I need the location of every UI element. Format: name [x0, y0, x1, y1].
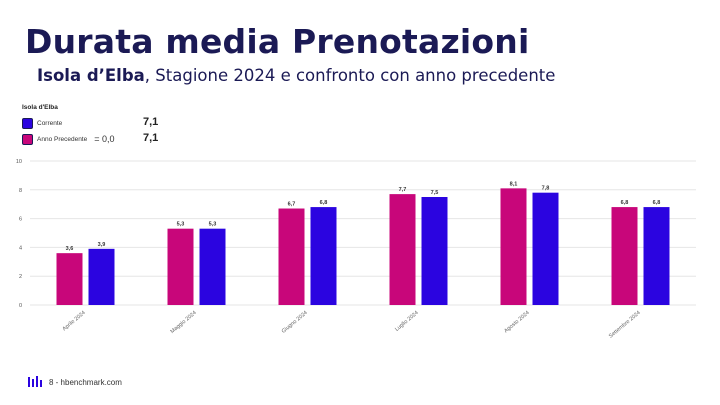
subtitle-description: , Stagione 2024 e confronto con anno pre… [144, 66, 556, 85]
y-tick-label-2: 4 [19, 245, 22, 251]
data-label-previous-1: 5,3 [177, 222, 185, 228]
data-label-current-3: 7,5 [431, 190, 439, 196]
slide-subtitle: Isola d’Elba, Stagione 2024 e confronto … [37, 66, 555, 85]
current-swatch [22, 117, 33, 129]
footer: 8 - hbenchmark.com [28, 376, 122, 388]
bar-previous-2 [278, 208, 305, 305]
x-tick-label-0: Aprile 2024 [62, 310, 87, 332]
x-tick-label-1: Maggio 2024 [170, 310, 198, 335]
y-tick-label-0: 0 [19, 303, 22, 309]
bar-current-1 [199, 228, 226, 305]
x-tick-label-5: Settembre 2024 [608, 310, 642, 340]
slide-title: Durata media Prenotazioni [25, 22, 530, 61]
bar-previous-0 [56, 253, 83, 305]
y-tick-label-3: 6 [19, 217, 22, 223]
data-label-previous-4: 8,1 [510, 181, 518, 187]
data-label-previous-3: 7,7 [399, 187, 407, 193]
legend-item-current[interactable]: Corrente [22, 116, 62, 130]
subtitle-location: Isola d’Elba [37, 66, 145, 85]
data-label-current-1: 5,3 [209, 222, 217, 228]
y-tick-label-4: 8 [19, 188, 22, 194]
x-tick-label-2: Giugno 2024 [281, 310, 309, 335]
footer-text: 8 - hbenchmark.com [49, 377, 122, 387]
bar-current-4 [532, 192, 559, 305]
y-tick-label-5: 10 [16, 159, 22, 165]
legend-previous-label: Anno Precedente [37, 135, 88, 143]
y-tick-label-1: 2 [19, 274, 22, 280]
legend-previous-value: 7,1 [143, 132, 159, 144]
legend-previous-diff: = 0,0 [94, 134, 115, 144]
hbenchmark-logo-icon [28, 376, 42, 387]
legend-item-previous[interactable]: Anno Precedente = 0,0 [22, 132, 115, 146]
x-tick-label-4: Agosto 2024 [503, 310, 531, 334]
previous-swatch [22, 133, 33, 145]
data-label-current-5: 6,8 [653, 200, 661, 206]
bar-current-3 [421, 197, 448, 305]
data-label-current-0: 3,9 [98, 242, 106, 248]
bar-previous-4 [500, 188, 527, 305]
data-label-previous-5: 6,8 [621, 200, 629, 206]
bar-current-5 [643, 207, 670, 305]
bar-chart: 0 2 4 6 8 10 3,6 3,9 Aprile 2024 5,3 5,3 Maggio 202… [16, 159, 696, 340]
bar-previous-3 [389, 194, 416, 305]
legend-current-label: Corrente [37, 119, 63, 127]
data-label-current-2: 6,8 [320, 200, 328, 206]
bar-current-2 [310, 207, 337, 305]
data-label-previous-0: 3,6 [66, 246, 74, 252]
x-tick-label-3: Luglio 2024 [394, 310, 420, 333]
data-label-previous-2: 6,7 [288, 202, 296, 208]
bar-current-0 [88, 248, 115, 305]
legend-title: Isola d'Elba [22, 104, 58, 111]
bar-previous-1 [167, 228, 194, 305]
data-label-current-4: 7,8 [542, 186, 550, 192]
bar-previous-5 [611, 207, 638, 305]
legend-current-value: 7,1 [143, 116, 159, 128]
